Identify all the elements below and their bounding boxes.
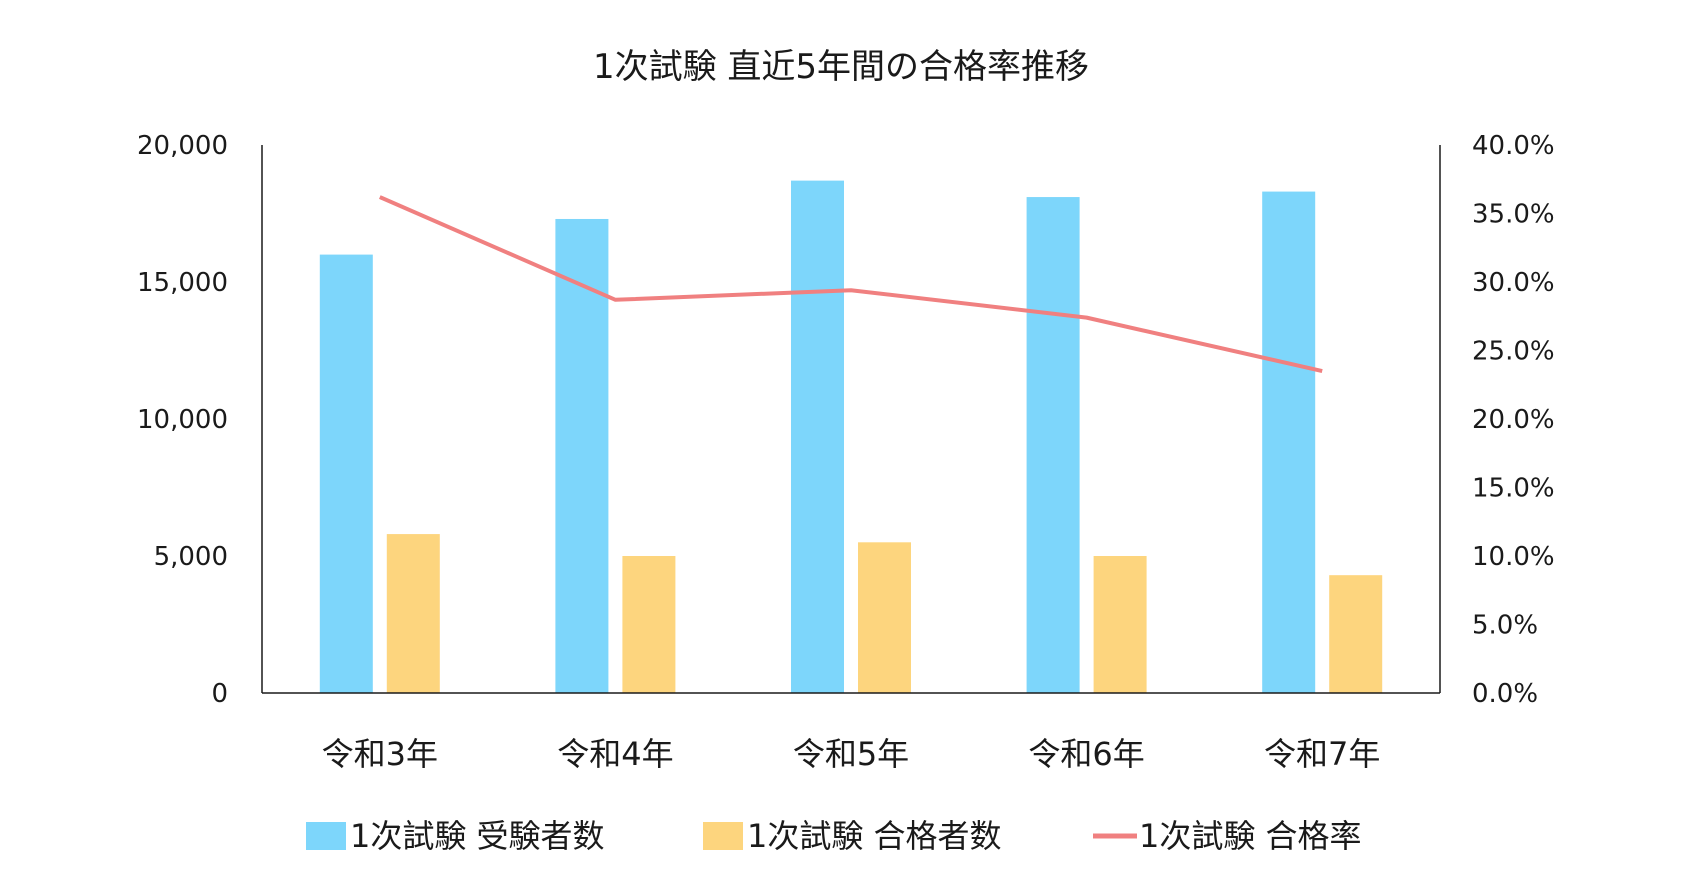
category-label: 令和7年: [1264, 735, 1380, 773]
right-tick-label: 35.0%: [1472, 200, 1555, 230]
right-axis-ticks: 0.0% 5.0% 10.0% 15.0% 20.0% 25.0% 30.0% 35.0% 40…: [1472, 131, 1555, 709]
left-tick-label: 15,000: [137, 268, 228, 298]
right-tick-label: 0.0%: [1472, 679, 1538, 709]
left-tick-label: 5,000: [154, 542, 228, 572]
legend-label: 1次試験 合格者数: [747, 817, 1002, 855]
bar: [386, 534, 440, 693]
bar: [555, 218, 609, 694]
line-series: [379, 195, 1323, 374]
right-tick-label: 20.0%: [1472, 405, 1555, 435]
bar: [791, 180, 844, 693]
axes: [261, 145, 1441, 694]
right-tick-label: 40.0%: [1472, 131, 1555, 161]
chart-title: 1次試験 直近5年間の合格率推移: [593, 47, 1089, 87]
right-tick-label: 10.0%: [1472, 542, 1555, 572]
bar: [1329, 575, 1383, 693]
bar: [1093, 556, 1147, 693]
bar: [622, 556, 676, 693]
legend-swatch: [703, 822, 743, 850]
right-tick-label: 25.0%: [1472, 337, 1555, 367]
category-labels: 令和3年 令和4年 令和5年 令和6年 令和7年: [322, 735, 1381, 773]
bar: [1262, 191, 1316, 693]
bar: [1026, 197, 1080, 693]
legend-swatch: [306, 822, 346, 850]
bar: [319, 254, 373, 693]
category-label: 令和5年: [793, 735, 909, 773]
bars: [319, 180, 1383, 694]
pass-rate-line: [379, 195, 1323, 374]
right-tick-label: 30.0%: [1472, 268, 1555, 298]
category-label: 令和4年: [557, 735, 673, 773]
legend-label: 1次試験 合格率: [1139, 817, 1362, 855]
left-tick-label: 10,000: [137, 405, 228, 435]
right-tick-label: 15.0%: [1472, 474, 1555, 504]
category-label: 令和3年: [322, 735, 438, 773]
left-tick-label: 0: [211, 679, 228, 709]
left-tick-label: 20,000: [137, 131, 228, 161]
bar: [858, 542, 911, 693]
right-tick-label: 5.0%: [1472, 611, 1538, 641]
legend-label: 1次試験 受験者数: [350, 817, 605, 855]
category-label: 令和6年: [1028, 735, 1144, 773]
left-axis-ticks: 0 5,000 10,000 15,000 20,000: [137, 131, 228, 709]
legend: 1次試験 受験者数 1次試験 合格者数 1次試験 合格率: [306, 817, 1362, 855]
